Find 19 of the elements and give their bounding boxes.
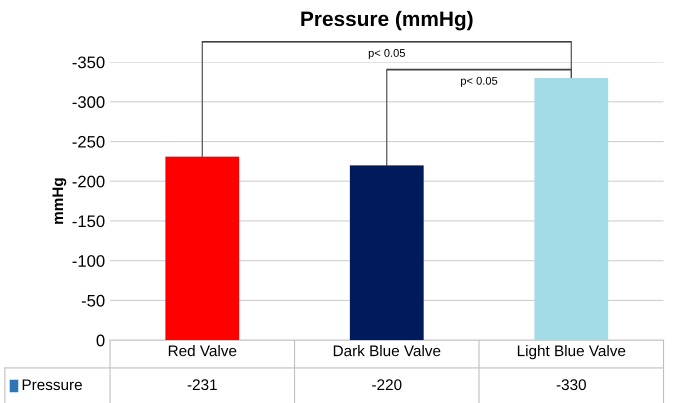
- data-label: -220: [372, 379, 402, 390]
- y-axis-title: mmHg: [52, 178, 66, 224]
- text: p< 0.05: [368, 49, 405, 60]
- chart-title: Pressure (mmHg): [301, 10, 473, 30]
- y-tick-label: -100: [72, 255, 105, 267]
- data-label: -231: [188, 379, 217, 390]
- y-tick-label: -50: [82, 294, 105, 307]
- data-label: -330: [556, 379, 586, 390]
- y-tick-label: -150: [72, 215, 105, 228]
- y-tick-label: -350: [72, 56, 105, 68]
- y-tick-label: -200: [72, 176, 105, 188]
- x-tick-label: Dark Blue Valve: [334, 344, 440, 356]
- x-tick-label: Red Valve: [168, 344, 236, 356]
- y-tick-label: 0: [96, 334, 105, 346]
- annotation: p< 0.05: [461, 76, 498, 87]
- y-tick-label: -300: [72, 96, 105, 108]
- x-tick-label: Light Blue Valve: [518, 344, 626, 360]
- text: Pressure: [22, 379, 82, 390]
- y-tick-label: -250: [72, 136, 105, 148]
